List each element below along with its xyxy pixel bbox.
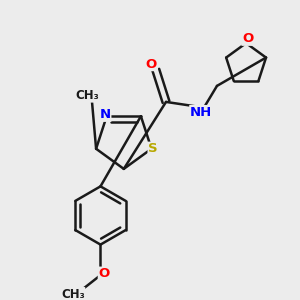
Text: O: O	[146, 58, 157, 70]
Text: CH₃: CH₃	[76, 89, 99, 102]
Text: N: N	[100, 108, 111, 121]
Text: S: S	[148, 142, 158, 155]
Text: O: O	[98, 267, 110, 280]
Text: O: O	[242, 32, 253, 45]
Text: CH₃: CH₃	[61, 288, 85, 300]
Text: NH: NH	[190, 106, 212, 118]
